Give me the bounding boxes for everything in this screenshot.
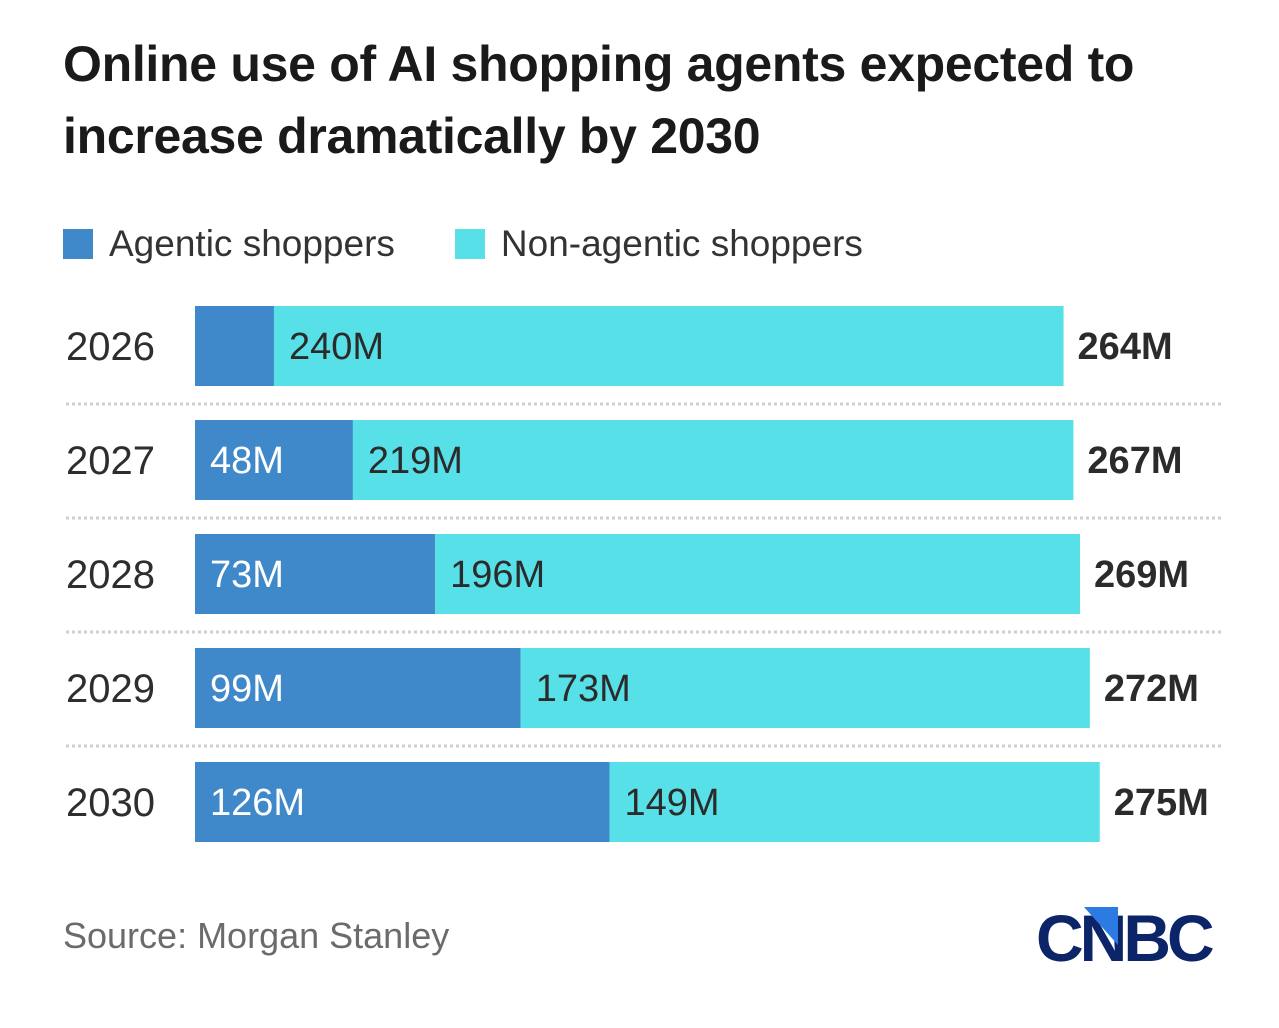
bar-agentic (195, 762, 610, 842)
legend-swatch-agentic (63, 229, 93, 259)
bar-label-agentic: 126M (210, 782, 305, 824)
bar-agentic (195, 534, 436, 614)
bar-label-agentic: 73M (210, 554, 284, 596)
bar-label-agentic: 48M (210, 440, 284, 482)
legend: Agentic shoppers Non-agentic shoppers (63, 222, 923, 266)
legend-item-non-agentic: Non-agentic shoppers (454, 223, 863, 265)
bar-label-non-agentic: 240M (289, 326, 384, 368)
bar-agentic (195, 306, 274, 386)
legend-label-non-agentic: Non-agentic shoppers (500, 223, 863, 264)
total-label: 275M (1114, 782, 1209, 824)
bar-non-agentic (352, 420, 1074, 500)
legend-label-agentic: Agentic shoppers (109, 223, 395, 264)
year-label: 2026 (66, 325, 155, 369)
bar-label-agentic: 99M (210, 668, 284, 710)
bar-label-non-agentic: 219M (368, 440, 463, 482)
legend-swatch-non-agentic (454, 229, 485, 259)
source-note: Source: Morgan Stanley (63, 915, 450, 956)
bar-agentic (195, 420, 353, 500)
bar-label-non-agentic: 149M (625, 782, 720, 824)
bar-label-non-agentic: 196M (450, 554, 545, 596)
cnbc-logo-accent (1084, 907, 1118, 945)
total-label: 272M (1104, 668, 1199, 710)
legend-item-agentic: Agentic shoppers (63, 223, 395, 265)
bar-non-agentic (520, 648, 1090, 728)
total-label: 269M (1094, 554, 1189, 596)
cnbc-logo: CNBC (1036, 905, 1217, 967)
cnbc-logo-text: CNBC (1036, 905, 1213, 967)
chart-title: Online use of AI shopping agents expecte… (63, 36, 1135, 164)
bar-non-agentic (273, 306, 1064, 386)
total-label: 264M (1078, 326, 1173, 368)
bar-non-agentic (609, 762, 1100, 842)
year-label: 2030 (66, 781, 155, 825)
total-label: 267M (1087, 440, 1182, 482)
bar-label-non-agentic: 173M (536, 668, 631, 710)
year-label: 2027 (66, 439, 155, 483)
year-label: 2029 (66, 667, 155, 711)
year-label: 2028 (66, 553, 155, 597)
bar-non-agentic (435, 534, 1081, 614)
bar-agentic (195, 648, 521, 728)
